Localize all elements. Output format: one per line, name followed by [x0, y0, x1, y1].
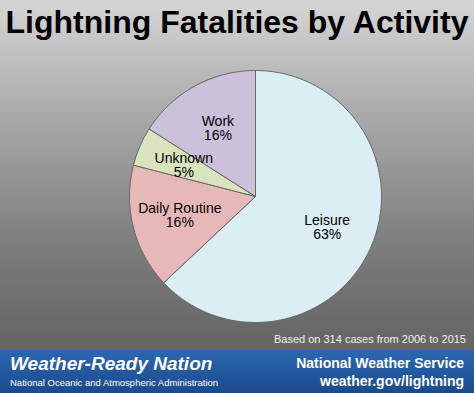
html-text:Based on 314 cases from 2006 t: Based on 314 cases from 2006 to 2015: [274, 333, 466, 345]
svg-text:Unknown5%: Unknown5%: [155, 150, 213, 180]
svg-text:Work16%: Work16%: [202, 113, 235, 143]
html-text:National Weather Service: National Weather Service: [296, 355, 464, 371]
html-text:Lightning Fatalities by Activi: Lightning Fatalities by Activity: [5, 4, 469, 40]
svg-text:Leisure63%: Leisure63%: [304, 212, 350, 242]
html-text:Weather-Ready Nation: Weather-Ready Nation: [10, 353, 213, 374]
svg-text:Daily Routine16%: Daily Routine16%: [138, 200, 221, 230]
html-text:National Oceanic and Atmospher: National Oceanic and Atmospheric Adminis…: [10, 377, 219, 388]
html-text:weather.gov/lightning: weather.gov/lightning: [320, 373, 464, 389]
